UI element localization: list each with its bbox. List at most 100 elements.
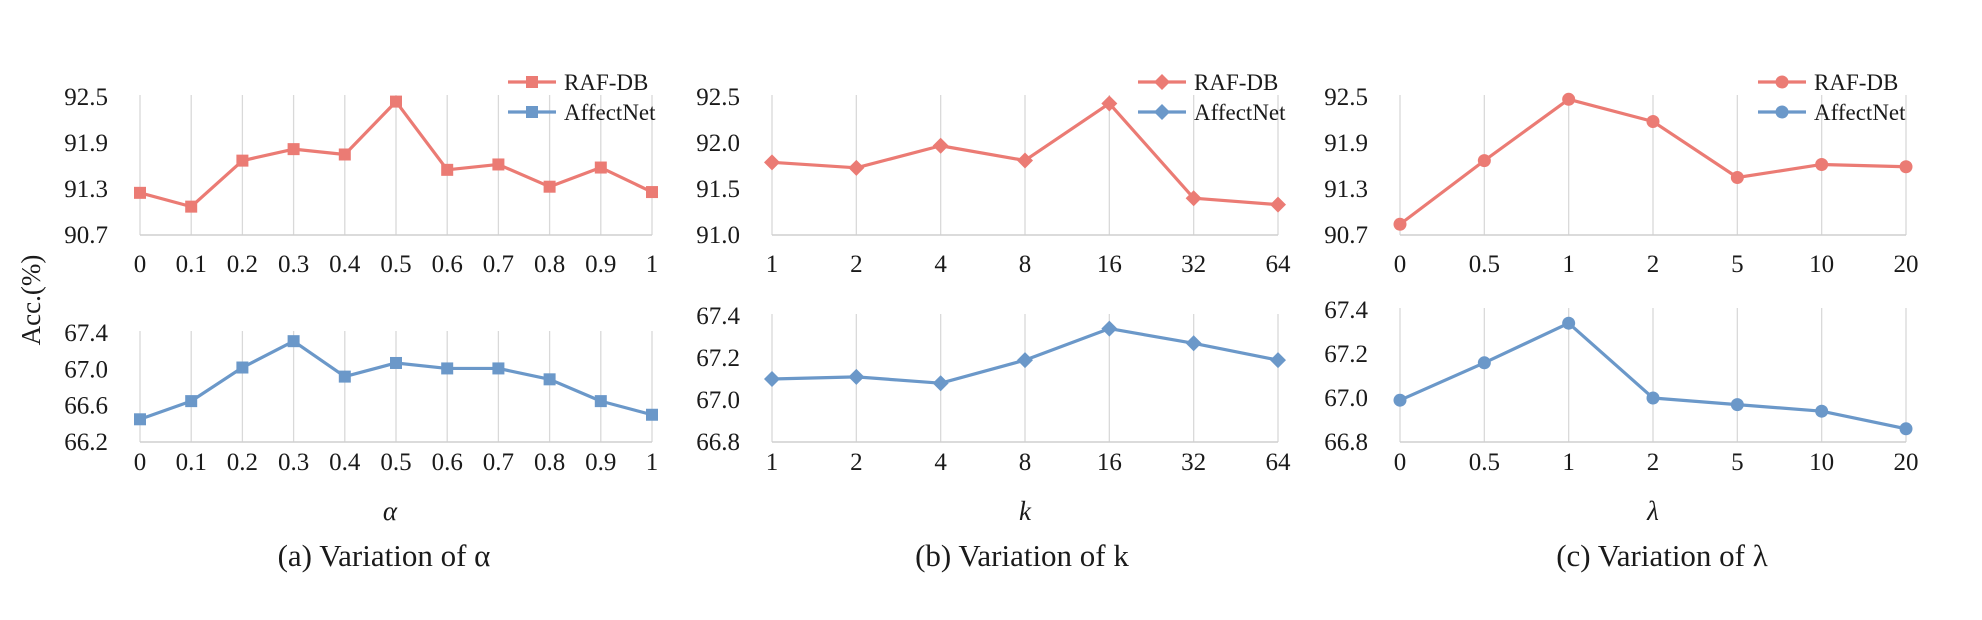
y-tick-label: 67.2 <box>696 345 740 372</box>
y-tick-label: 66.2 <box>64 429 108 456</box>
data-point <box>492 362 505 375</box>
data-point <box>543 180 556 193</box>
y-tick-label: 92.0 <box>696 130 740 157</box>
data-point <box>1730 398 1744 412</box>
x-tick-label: 2 <box>1647 251 1660 278</box>
x-tick-label: 0 <box>134 251 147 278</box>
y-tick-label: 66.8 <box>696 429 740 456</box>
x-tick-label: 0.3 <box>278 251 309 278</box>
y-tick-label: 91.9 <box>1324 130 1368 157</box>
legend-marker <box>1775 105 1789 119</box>
x-tick-label: 0.7 <box>483 449 514 476</box>
y-tick-label: 90.7 <box>1324 222 1368 249</box>
y-tick-label: 92.5 <box>1324 84 1368 111</box>
x-tick-label: 1 <box>766 251 779 278</box>
legend-label: AffectNet <box>564 100 656 125</box>
y-tick-label: 90.7 <box>64 222 108 249</box>
x-tick-label: 1 <box>646 251 659 278</box>
y-tick-label: 91.5 <box>696 176 740 203</box>
y-tick-label: 67.4 <box>64 320 108 347</box>
x-axis-name: λ <box>1646 496 1659 526</box>
data-point <box>441 163 454 176</box>
data-point <box>1270 352 1286 369</box>
x-axis-name: k <box>1019 496 1032 526</box>
y-tick-label: 67.4 <box>1324 297 1368 324</box>
y-tick-label: 66.8 <box>1324 429 1368 456</box>
y-tick-label: 92.5 <box>64 84 108 111</box>
x-tick-label: 4 <box>934 251 947 278</box>
x-tick-label: 10 <box>1809 449 1834 476</box>
data-point <box>236 154 249 167</box>
x-tick-label: 0.2 <box>227 251 258 278</box>
panel-a: 90.7 91.3 91.9 92.5 0 0.1 0.2 0.3 0.4 0.5 0.6 0.7 0.… <box>64 70 658 573</box>
subplot-affectnet: 66.8 67.0 67.2 67.4 0 0.5 1 2 5 10 20 <box>1324 297 1918 476</box>
data-point <box>646 408 658 421</box>
x-tick-label: 8 <box>1019 251 1032 278</box>
x-tick-label: 0.6 <box>432 251 463 278</box>
x-tick-label: 4 <box>934 449 947 476</box>
x-tick-label: 1 <box>646 449 659 476</box>
y-tick-label: 92.5 <box>696 84 740 111</box>
data-point <box>1393 217 1407 231</box>
data-point <box>764 371 780 387</box>
legend: RAF-DB AffectNet <box>508 70 656 125</box>
legend-marker <box>526 76 538 88</box>
y-tick-label: 67.0 <box>64 356 108 383</box>
x-tick-label: 0.8 <box>534 251 565 278</box>
y-tick-label: 91.3 <box>64 176 108 203</box>
x-tick-label: 0.4 <box>329 251 361 278</box>
y-tick-label: 91.0 <box>696 222 740 249</box>
x-tick-label: 20 <box>1894 449 1919 476</box>
data-point <box>390 356 402 369</box>
data-point <box>236 361 249 374</box>
x-tick-label: 5 <box>1731 449 1744 476</box>
data-point <box>1101 95 1118 112</box>
legend-marker <box>1154 104 1170 120</box>
data-point <box>185 200 198 213</box>
x-tick-label: 5 <box>1731 251 1744 278</box>
x-tick-label: 0.5 <box>1469 251 1500 278</box>
y-tick-label: 67.4 <box>696 303 740 330</box>
legend: RAF-DB AffectNet <box>1758 70 1906 125</box>
x-tick-label: 32 <box>1181 251 1206 278</box>
x-tick-label: 20 <box>1894 251 1919 278</box>
legend-label: RAF-DB <box>1814 70 1898 95</box>
x-tick-label: 0.5 <box>380 449 411 476</box>
data-point <box>185 395 198 408</box>
data-point <box>1017 352 1033 369</box>
data-point <box>492 158 505 171</box>
data-point <box>1646 391 1660 405</box>
data-point <box>1270 196 1286 213</box>
x-tick-label: 0.8 <box>534 449 565 476</box>
x-tick-label: 8 <box>1019 449 1032 476</box>
data-point <box>764 154 780 171</box>
panel-caption: (a) Variation of α <box>278 538 491 573</box>
y-tick-label: 91.9 <box>64 130 108 157</box>
data-point <box>1562 92 1576 106</box>
x-tick-label: 0.6 <box>432 449 463 476</box>
x-tick-label: 2 <box>850 449 863 476</box>
data-point <box>932 137 949 154</box>
subplot-raf-db: 91.0 91.5 92.0 92.5 1 2 4 8 16 32 64 <box>696 84 1291 278</box>
panel-caption: (b) Variation of k <box>915 538 1129 573</box>
x-tick-label: 0.4 <box>329 449 361 476</box>
panel-b: 91.0 91.5 92.0 92.5 1 2 4 8 16 32 64 66.8 67.0 67.2 67… <box>696 70 1291 573</box>
chart-panels: 90.7 91.3 91.9 92.5 0 0.1 0.2 0.3 0.4 0.5 0.6 0.7 0.… <box>64 70 1918 573</box>
x-tick-label: 0.3 <box>278 449 309 476</box>
y-tick-label: 67.2 <box>1324 341 1368 368</box>
data-point <box>134 413 146 426</box>
legend-marker <box>1775 75 1789 89</box>
data-point <box>1101 320 1118 337</box>
legend-label: AffectNet <box>1194 100 1286 125</box>
legend-label: RAF-DB <box>564 70 648 95</box>
subplot-raf-db: 90.7 91.3 91.9 92.5 0 0.1 0.2 0.3 0.4 0.5 0.6 0.7 0.… <box>64 84 658 278</box>
x-tick-label: 0 <box>134 449 147 476</box>
data-point <box>543 373 556 386</box>
data-point <box>646 186 658 199</box>
y-tick-label: 67.0 <box>1324 385 1368 412</box>
legend: RAF-DB AffectNet <box>1138 70 1286 125</box>
data-point <box>1477 154 1491 168</box>
x-tick-label: 0.5 <box>380 251 411 278</box>
data-point <box>1185 335 1202 352</box>
